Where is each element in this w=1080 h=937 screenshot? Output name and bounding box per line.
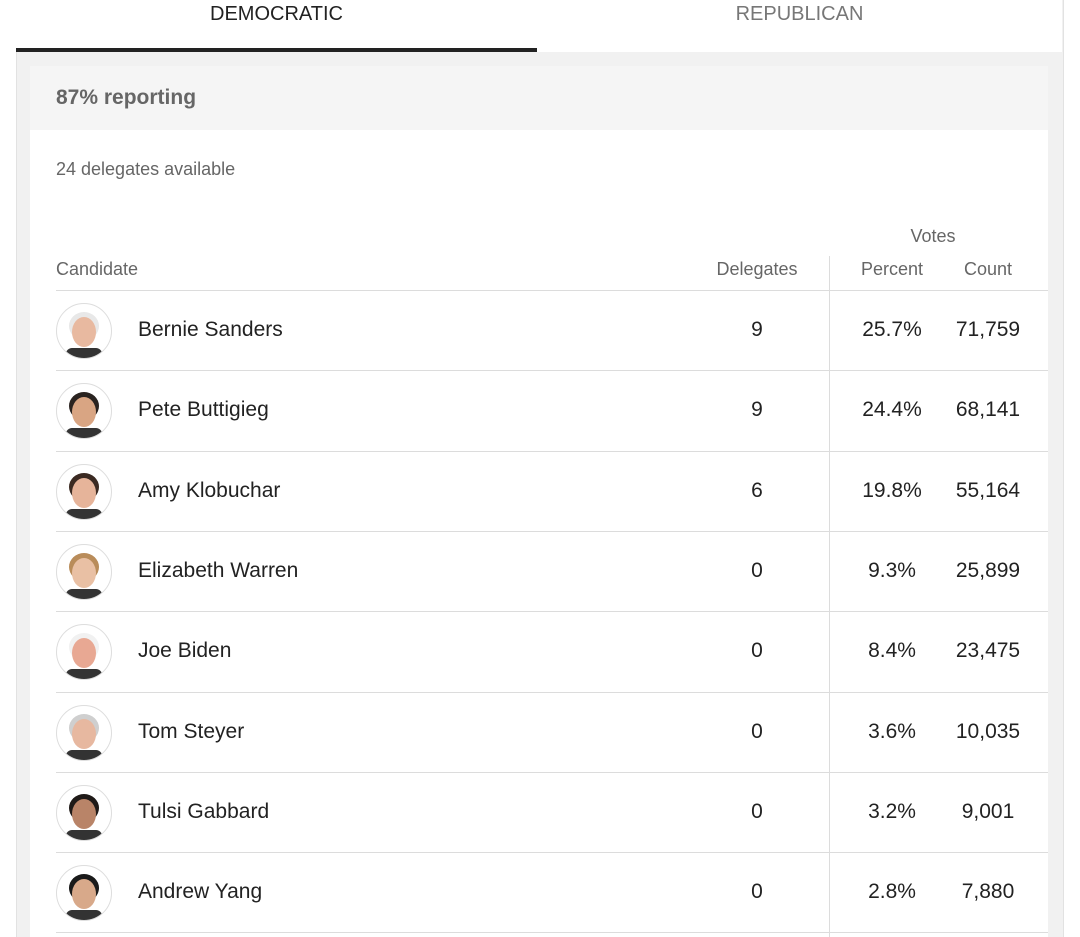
row-divider <box>56 691 1048 693</box>
vote-count: 10,035 <box>955 719 1021 743</box>
votes-header: Votes <box>910 226 956 246</box>
vote-count: 7,880 <box>961 880 1015 904</box>
row-divider <box>56 450 1048 452</box>
vote-count: 55,164 <box>955 478 1021 502</box>
avatar-image <box>66 633 102 680</box>
avatar <box>56 383 112 440</box>
avatar-image <box>66 793 102 840</box>
tab-indicator <box>16 48 537 52</box>
vote-count: 68,141 <box>955 398 1021 422</box>
row-divider <box>56 611 1048 613</box>
vote-percent: 19.8% <box>862 478 922 502</box>
card-header <box>30 66 1048 130</box>
row-divider <box>56 852 1048 854</box>
avatar <box>56 865 112 922</box>
avatar-image <box>66 392 102 439</box>
tab-democratic[interactable]: DEMOCRATIC <box>210 3 343 25</box>
delegates: 6 <box>751 478 763 502</box>
candidate-name: Bernie Sanders <box>138 318 283 341</box>
avatar <box>56 784 112 841</box>
vote-percent: 8.4% <box>868 639 916 663</box>
avatar-image <box>66 312 102 358</box>
delegates: 9 <box>751 318 763 341</box>
candidate-name: Andrew Yang <box>138 880 263 904</box>
vote-count: 23,475 <box>955 639 1021 663</box>
delegates: 0 <box>751 719 763 743</box>
row-divider <box>56 290 1048 291</box>
row-divider <box>56 530 1048 532</box>
row-divider <box>56 771 1048 773</box>
candidate-name: Elizabeth Warren <box>138 558 299 582</box>
vote-percent: 3.6% <box>868 719 916 743</box>
avatar <box>56 543 112 600</box>
column-header: Percent <box>860 259 924 279</box>
tab-republican[interactable]: REPUBLICAN <box>735 3 864 25</box>
reporting-status: 87% reporting <box>56 86 197 109</box>
candidate-name: Joe Biden <box>138 639 232 663</box>
column-header: Count <box>963 259 1013 279</box>
vote-count: 71,759 <box>955 318 1021 341</box>
column-divider <box>829 256 830 937</box>
avatar <box>56 704 112 761</box>
candidate-name: Amy Klobuchar <box>138 478 281 502</box>
candidate-name: Tom Steyer <box>138 719 245 743</box>
delegates: 0 <box>751 880 763 904</box>
column-header: Candidate <box>56 259 139 279</box>
vote-percent: 24.4% <box>862 398 922 422</box>
vote-count: 25,899 <box>955 558 1021 582</box>
delegates: 0 <box>751 639 763 663</box>
row-divider <box>56 370 1048 372</box>
vote-count: 9,001 <box>961 799 1015 823</box>
column-header: Delegates <box>716 259 798 279</box>
avatar-image <box>66 472 102 519</box>
delegates: 0 <box>751 799 763 823</box>
avatar-image <box>66 874 102 921</box>
avatar <box>56 463 112 520</box>
avatar-image <box>66 552 102 599</box>
vote-percent: 3.2% <box>868 799 916 823</box>
avatar <box>56 624 112 681</box>
avatar <box>56 303 112 359</box>
candidate-name: Tulsi Gabbard <box>138 799 270 823</box>
delegates: 0 <box>751 558 763 582</box>
candidate-name: Pete Buttigieg <box>138 398 269 422</box>
delegates-available: 24 delegates available <box>56 159 236 179</box>
vote-percent: 2.8% <box>868 880 916 904</box>
tab-bar <box>16 0 1062 52</box>
vote-percent: 9.3% <box>868 558 916 582</box>
delegates: 9 <box>751 398 763 422</box>
results-card <box>30 66 1048 937</box>
vote-percent: 25.7% <box>862 318 922 341</box>
row-divider <box>56 932 1048 934</box>
avatar-image <box>66 713 102 760</box>
